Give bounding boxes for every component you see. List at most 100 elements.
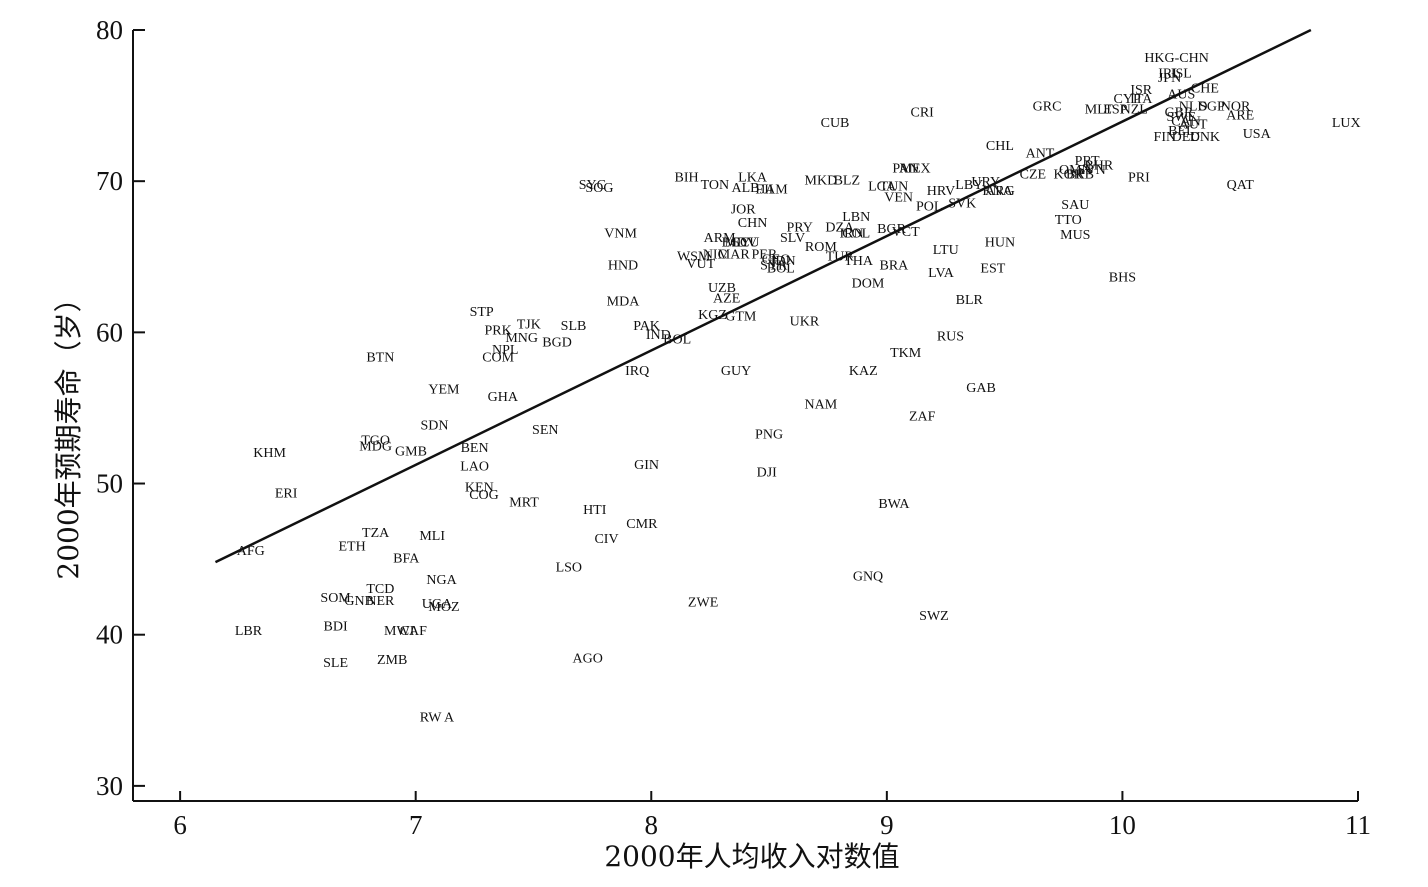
data-point-label: BRB	[1066, 168, 1094, 183]
data-point-label: USA	[1243, 127, 1272, 142]
data-point-label: ZAF	[909, 410, 936, 425]
x-tick-label: 9	[880, 810, 894, 840]
data-point-label: HKG-CHN	[1144, 51, 1209, 66]
data-point-label: NOR	[1221, 100, 1251, 115]
data-point-label: PRK	[485, 323, 512, 338]
data-point-label: GNQ	[853, 570, 883, 585]
data-point-label: MLT	[1085, 103, 1114, 118]
data-point-label: DZA	[825, 221, 855, 236]
x-tick-label: 10	[1109, 810, 1136, 840]
data-point-label: CUB	[821, 116, 850, 131]
data-point-label: SWE	[1167, 110, 1197, 125]
data-point-label: BHS	[1109, 270, 1136, 285]
data-point-label: RW A	[420, 710, 455, 725]
data-point-label: NPL	[492, 343, 518, 358]
data-point-label: MUS	[1060, 228, 1090, 243]
data-point-label: MDG	[359, 440, 392, 455]
data-point-label: TCD	[366, 582, 394, 597]
data-point-label: PRI	[1128, 171, 1150, 186]
data-point-label: AGO	[572, 651, 602, 666]
y-tick-label: 70	[96, 166, 123, 196]
data-point-label: GMB	[395, 444, 427, 459]
data-point-label: AFG	[237, 544, 265, 559]
data-point-label: GEO	[762, 252, 791, 267]
data-point-label: BTN	[366, 351, 394, 366]
data-point-label: MRT	[509, 496, 539, 511]
data-point-label: NZL	[1121, 103, 1148, 118]
data-point-label: LVA	[928, 266, 955, 281]
data-point-label: ALB	[732, 181, 760, 196]
data-point-label: EST	[980, 261, 1005, 276]
data-point-label: FJI	[755, 183, 773, 198]
data-point-label: CYP	[1114, 92, 1141, 107]
y-tick-label: 30	[96, 771, 123, 801]
data-point-label: ARM	[704, 231, 736, 246]
data-point-label: TJK	[517, 317, 541, 332]
data-point-label: DOM	[852, 276, 885, 291]
data-point-label: SVN	[1078, 163, 1106, 178]
y-tick-label: 60	[96, 317, 123, 347]
data-point-label: CAF	[400, 624, 427, 639]
data-point-label: SEN	[532, 423, 558, 438]
data-point-label: TUR	[826, 249, 855, 264]
data-point-label: TON	[701, 178, 730, 193]
data-point-label: ITA	[1130, 92, 1153, 107]
data-point-label: LBN	[842, 210, 870, 225]
data-point-label: CZE	[1020, 168, 1046, 183]
y-tick-label: 80	[96, 15, 123, 45]
data-point-label: EGY	[722, 236, 751, 251]
data-point-label: IRL	[1158, 66, 1181, 81]
data-point-label: STP	[470, 305, 494, 320]
data-point-label: SLV	[780, 231, 805, 246]
data-point-label: CHN	[738, 216, 768, 231]
data-point-label: MOZ	[428, 600, 459, 615]
data-point-label: COL	[842, 227, 870, 242]
data-point-label: TGO	[361, 434, 390, 449]
data-point-label: UZB	[708, 281, 736, 296]
data-point-label: KEN	[465, 481, 494, 496]
data-point-label: CIV	[594, 532, 618, 547]
y-axis-title: 2000年预期寿命（岁）	[52, 284, 85, 579]
data-point-label: DEU	[1172, 130, 1201, 145]
data-point-label: VNM	[604, 227, 637, 242]
x-tick-label: 11	[1345, 810, 1371, 840]
data-point-label: ESP	[1103, 103, 1127, 118]
data-point-label: ETH	[338, 540, 365, 555]
data-point-label: JAM	[760, 183, 789, 198]
data-point-label: BEN	[461, 441, 489, 456]
data-point-label: ECU	[732, 236, 760, 251]
data-point-label: COM	[482, 351, 514, 366]
data-point-label: UKR	[790, 314, 820, 329]
data-point-label: NGA	[426, 573, 457, 588]
data-point-label: PAN	[892, 162, 919, 177]
data-point-label: SWZ	[919, 609, 949, 624]
data-point-label: POL	[916, 199, 942, 214]
data-point-label: DNK	[1190, 130, 1220, 145]
data-point-label: HUN	[985, 236, 1015, 251]
data-point-label: ISR	[1130, 83, 1152, 98]
data-point-label: LBY	[955, 178, 983, 193]
data-point-label: PRT	[1075, 154, 1100, 169]
data-point-label: HRV	[927, 184, 955, 199]
data-point-label: BLZ	[834, 174, 860, 189]
data-point-label: OMN	[1059, 163, 1092, 178]
data-point-label: GBR	[1165, 106, 1194, 121]
x-tick-label: 6	[173, 810, 187, 840]
data-point-label: SGP	[1199, 100, 1225, 115]
data-point-label: TZA	[362, 526, 390, 541]
data-point-label: BGD	[542, 335, 572, 350]
data-point-label: ARE	[1226, 109, 1254, 124]
data-point-label: UGA	[422, 597, 453, 612]
data-point-label: GUY	[721, 364, 751, 379]
data-point-label: MKD	[805, 174, 838, 189]
x-tick-label: 7	[409, 810, 423, 840]
y-tick-label: 40	[96, 620, 123, 650]
data-point-label: RUS	[937, 329, 964, 344]
data-point-label: IND	[646, 328, 671, 343]
data-point-label: CAN	[1171, 115, 1201, 130]
data-point-label: MDV	[724, 236, 757, 251]
data-point-label: GTM	[725, 310, 757, 325]
data-point-label: AUT	[1179, 118, 1208, 133]
